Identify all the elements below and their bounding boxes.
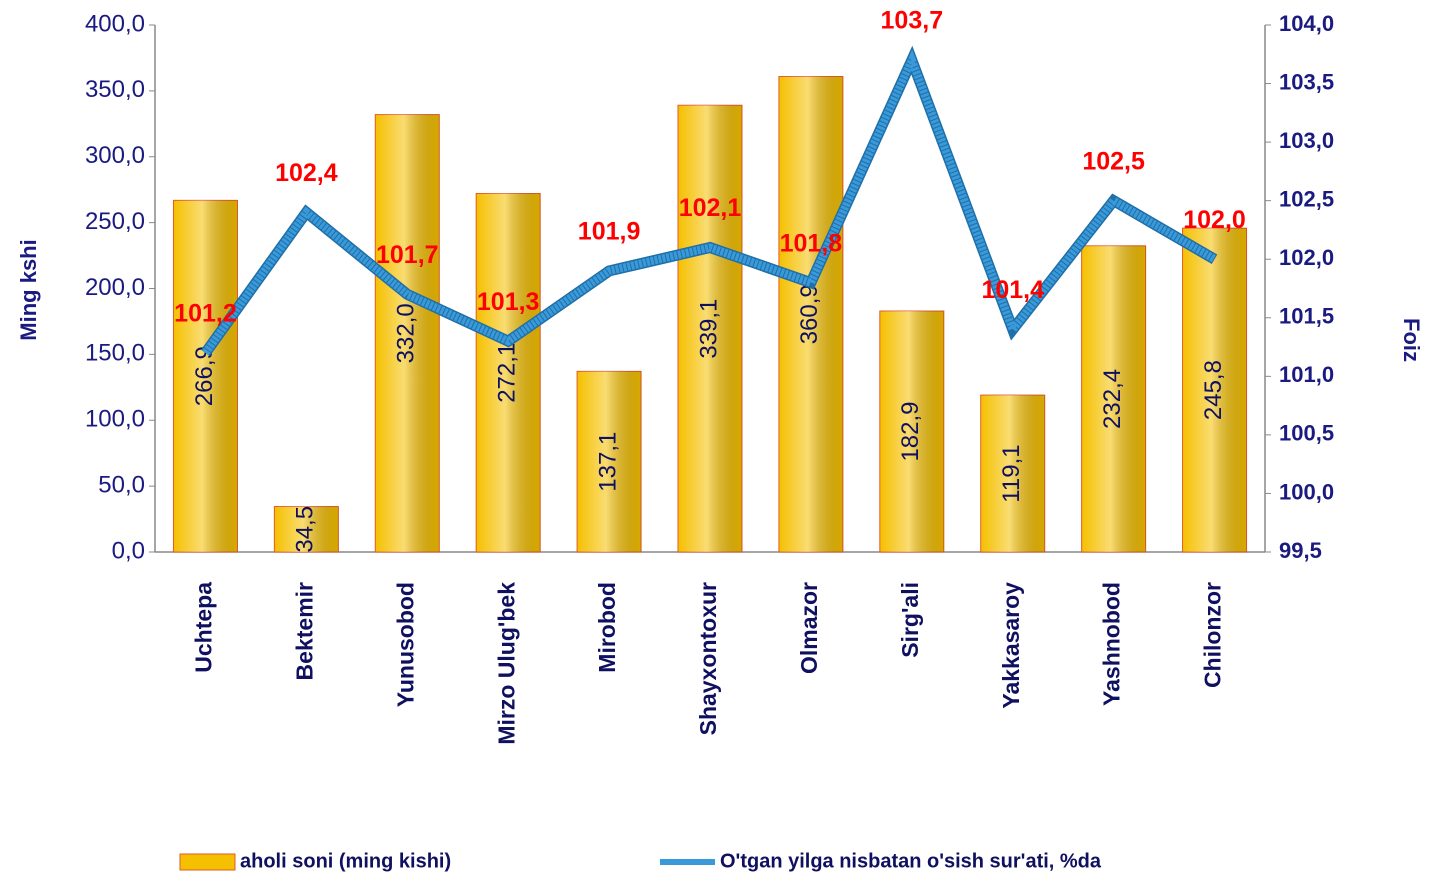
legend-swatch <box>179 853 236 871</box>
line-value-label: 102,4 <box>275 159 338 187</box>
x-tick-label: Mirzo Ulug'bek <box>493 582 519 745</box>
bar-shine <box>879 311 944 552</box>
y-tick-label: 400,0 <box>85 10 145 37</box>
bar-shine <box>1081 245 1146 553</box>
x-tick-label: Yashnobod <box>1099 582 1125 706</box>
y2-tick-label: 101,5 <box>1279 304 1334 329</box>
line-value-label: 102,5 <box>1082 147 1145 175</box>
line-value-label: 102,1 <box>679 194 742 222</box>
bar-value-label: 119,1 <box>998 444 1025 502</box>
bar-shine <box>274 506 339 552</box>
y2-tick-label: 100,0 <box>1279 479 1334 504</box>
legend-label: O'tgan yilga nisbatan o'sish sur'ati, %d… <box>720 850 1102 872</box>
bar-value-label: 272,1 <box>494 343 521 403</box>
y-axis-label: Ming kshi <box>16 239 41 340</box>
x-tick-label: Chilonzor <box>1200 582 1226 688</box>
bar-shine <box>173 200 238 552</box>
y2-tick-label: 101,0 <box>1279 362 1334 387</box>
bar-shine <box>375 114 440 552</box>
y-tick-label: 100,0 <box>85 406 145 433</box>
y-tick-label: 350,0 <box>85 76 145 103</box>
x-tick-label: Yunusobod <box>392 582 418 707</box>
x-tick-label: Sirg'ali <box>897 582 923 658</box>
bar-shine <box>577 371 642 552</box>
y-tick-label: 150,0 <box>85 340 145 367</box>
x-tick-label: Shayxontoxur <box>695 582 721 735</box>
y-tick-label: 0,0 <box>112 537 145 564</box>
y2-tick-label: 104,0 <box>1279 11 1334 36</box>
bar-shine <box>778 76 843 552</box>
y2-tick-label: 100,5 <box>1279 421 1334 446</box>
y-tick-label: 200,0 <box>85 274 145 301</box>
line-value-label: 101,7 <box>376 241 439 269</box>
line-value-label: 101,8 <box>780 229 843 257</box>
line-value-label: 103,7 <box>881 7 944 35</box>
bar-value-label: 266,9 <box>191 346 218 406</box>
bar-shine <box>476 193 541 553</box>
y2-tick-label: 102,5 <box>1279 186 1334 211</box>
bar-value-label: 360,9 <box>796 284 823 344</box>
y2-axis-label: Foiz <box>1399 318 1424 362</box>
bar-shine <box>980 395 1045 552</box>
bar-value-label: 137,1 <box>594 432 621 492</box>
line-value-label: 101,9 <box>578 218 641 246</box>
line-value-label: 102,0 <box>1183 206 1246 234</box>
bar-value-label: 34,5 <box>292 506 319 553</box>
bar-value-label: 245,8 <box>1200 360 1227 420</box>
x-tick-label: Uchtepa <box>191 582 217 673</box>
bar-value-label: 182,9 <box>897 401 924 461</box>
y-tick-label: 250,0 <box>85 208 145 235</box>
bar-shine <box>678 105 742 552</box>
line <box>202 49 1217 356</box>
bar-shine <box>1182 228 1247 552</box>
x-tick-label: Yakkasaroy <box>998 582 1024 709</box>
line-value-label: 101,4 <box>981 276 1044 304</box>
legend: aholi soni (ming kishi) O'tgan yilga nisb… <box>179 850 1102 872</box>
y2-tick-label: 103,5 <box>1279 69 1334 94</box>
x-tick-label: Olmazor <box>796 582 822 674</box>
line-value-label: 101,2 <box>174 300 237 328</box>
bar-value-label: 232,4 <box>1099 369 1126 429</box>
bar-value-label: 339,1 <box>695 299 722 359</box>
legend-label: aholi soni (ming kishi) <box>240 850 451 872</box>
y-tick-label: 300,0 <box>85 142 145 169</box>
y2-tick-label: 103,0 <box>1279 128 1334 153</box>
x-tick-label: Mirobod <box>594 582 620 673</box>
line-value-label: 101,3 <box>477 288 540 316</box>
bar-value-label: 332,0 <box>393 303 420 363</box>
y2-tick-label: 102,0 <box>1279 245 1334 270</box>
x-tick-label: Bektemir <box>291 582 317 680</box>
y2-tick-label: 99,5 <box>1279 538 1322 563</box>
y-tick-label: 50,0 <box>98 471 145 498</box>
